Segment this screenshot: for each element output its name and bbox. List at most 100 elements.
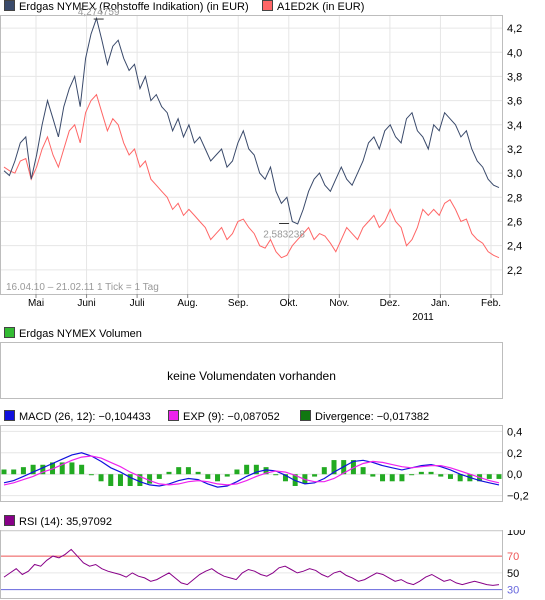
macd-y-tick-label: 0,4	[507, 426, 522, 438]
main-x-tick-label: Feb.	[481, 298, 501, 309]
legend-label-volume: Erdgas NYMEX Volumen	[19, 328, 142, 340]
divergence-bar	[30, 464, 36, 475]
divergence-bar	[224, 474, 230, 477]
divergence-bar	[457, 474, 463, 482]
divergence-bar	[321, 467, 327, 475]
main-x-tick-label: Mai	[28, 298, 44, 309]
legend-swatch-exp	[168, 410, 179, 421]
main-x-tick-label: Okt.	[280, 298, 298, 309]
main-x-tick-label: Aug.	[177, 298, 198, 309]
divergence-bar	[331, 460, 337, 475]
volume-panel: keine Volumendaten vorhanden	[0, 342, 503, 399]
divergence-bar	[447, 474, 453, 479]
main-y-tick-label: 3,4	[507, 120, 522, 132]
legend-label-exp: EXP (9): −0,087052	[183, 411, 280, 423]
divergence-bar	[312, 474, 318, 477]
legend-swatch-nymex	[4, 0, 15, 11]
divergence-bar	[108, 474, 114, 486]
divergence-bar	[282, 474, 288, 482]
series-line-nymex	[3, 16, 500, 225]
main-x-tick-label: Nov.	[329, 298, 349, 309]
macd-y-tick-label: 0,2	[507, 448, 522, 460]
divergence-bar	[127, 474, 133, 486]
main-y-tick-label: 3,8	[507, 71, 522, 83]
legend-label-rsi: RSI (14): 35,97092	[19, 516, 112, 528]
rsi-line	[3, 548, 500, 586]
macd-chart: −0,2 0,0 0,2 0,4	[0, 425, 529, 503]
main-y-tick-label: 2,6	[507, 216, 522, 228]
main-info-text: 16.04.10 – 21.02.11 1 Tick = 1 Tag	[6, 282, 159, 293]
divergence-bar	[273, 474, 279, 476]
main-y-tick-label: 3,6	[507, 96, 522, 108]
divergence-bar	[205, 474, 211, 479]
legend-swatch-rsi	[4, 515, 15, 526]
main-x-tick-label: Juli	[130, 298, 145, 309]
divergence-bar	[59, 462, 65, 475]
divergence-bar	[166, 471, 172, 475]
exp-line	[3, 455, 500, 486]
divergence-bar	[117, 474, 123, 486]
legend-volume: Erdgas NYMEX Volumen	[4, 327, 142, 341]
divergence-bar	[1, 469, 7, 475]
main-y-tick-label: 4,0	[507, 47, 522, 59]
main-y-tick-label: 2,4	[507, 241, 522, 253]
main-x-tick-label: Sep.	[228, 298, 249, 309]
divergence-bar	[263, 467, 269, 475]
rsi-y-tick-label: 70	[507, 551, 519, 563]
divergence-bar	[253, 464, 259, 475]
legend-label-divergence: Divergence: −0,017382	[315, 411, 430, 423]
divergence-bar	[370, 474, 376, 477]
main-x-tick-label: Jan.	[431, 298, 450, 309]
legend-divergence: Divergence: −0,017382	[300, 410, 429, 424]
legend-main-nymex: Erdgas NYMEX (Rohstoffe Indikation) (in …	[4, 0, 249, 14]
divergence-bar	[137, 474, 143, 486]
divergence-bar	[195, 471, 201, 475]
main-plot-frame	[0, 15, 503, 295]
rsi-plot-frame	[0, 530, 503, 599]
divergence-bar	[185, 467, 191, 475]
legend-macd: MACD (26, 12): −0,104433	[4, 410, 151, 424]
main-y-tick-label: 4,2	[507, 23, 522, 35]
divergence-bar	[11, 469, 17, 475]
legend-main-a1ed2k: A1ED2K (in EUR)	[262, 0, 364, 14]
divergence-bar	[428, 471, 434, 475]
legend-label-macd: MACD (26, 12): −0,104433	[19, 411, 151, 423]
divergence-bar	[79, 464, 85, 475]
legend-label-a1ed2k: A1ED2K (in EUR)	[277, 1, 365, 13]
main-y-tick-label: 3,2	[507, 144, 522, 156]
divergence-bar	[69, 462, 75, 475]
main-price-chart: 2,2 2,4 2,6 2,8 3,0 3,2 3,4 3,6 3,8 4,0 4,2 Mai Jun…	[0, 7, 522, 323]
divergence-bar	[438, 474, 444, 477]
divergence-bar	[156, 474, 162, 479]
divergence-bar	[399, 474, 405, 482]
volume-message: keine Volumendaten vorhanden	[167, 369, 336, 383]
annotation-high: 4,274759	[78, 7, 120, 18]
rsi-y-tick-label: 30	[507, 585, 519, 597]
rsi-chart: 30 50 70 100	[0, 530, 525, 599]
main-y-tick-label: 2,8	[507, 192, 522, 204]
main-x-tick-label: Juni	[77, 298, 95, 309]
legend-exp: EXP (9): −0,087052	[168, 410, 280, 424]
legend-rsi: RSI (14): 35,97092	[4, 515, 112, 529]
divergence-bar	[389, 474, 395, 482]
rsi-y-tick-label: 100	[507, 530, 525, 538]
annotation-low: 2,583238	[263, 230, 305, 241]
divergence-bar	[20, 467, 26, 475]
divergence-bar	[176, 467, 182, 475]
macd-plot-frame	[0, 425, 503, 502]
divergence-bar	[234, 469, 240, 475]
divergence-bar	[147, 474, 153, 484]
main-y-tick-label: 2,2	[507, 265, 522, 277]
divergence-bar	[380, 474, 386, 482]
legend-swatch-macd	[4, 410, 15, 421]
legend-label-nymex: Erdgas NYMEX (Rohstoffe Indikation) (in …	[19, 1, 249, 13]
divergence-bar	[409, 474, 415, 476]
divergence-bar	[418, 471, 424, 475]
main-x-tick-label: Dez.	[380, 298, 401, 309]
macd-y-tick-label: 0,0	[507, 469, 522, 481]
divergence-bar	[215, 474, 221, 482]
macd-y-tick-label: −0,2	[507, 491, 529, 503]
legend-swatch-a1ed2k	[262, 0, 273, 11]
divergence-bar	[88, 474, 94, 476]
divergence-bar	[40, 464, 46, 475]
